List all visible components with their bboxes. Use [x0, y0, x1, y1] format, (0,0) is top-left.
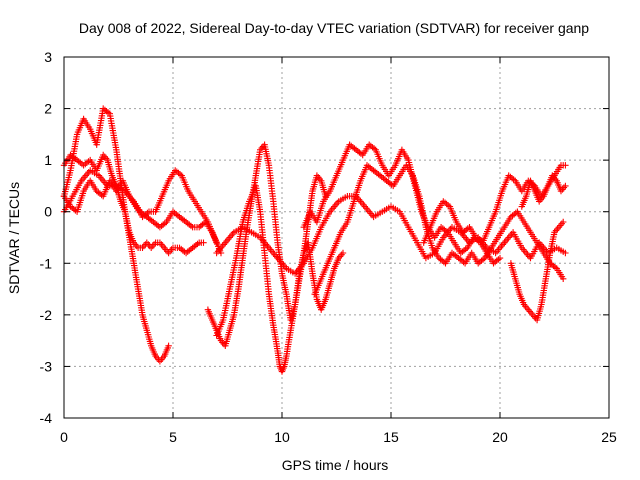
- x-tick-label: 5: [169, 429, 177, 445]
- x-tick-label: 25: [601, 429, 617, 445]
- y-tick-labels: -4 -3 -2 -1 0 1 2 3: [40, 49, 53, 426]
- grid-lines: [64, 57, 609, 418]
- plot-frame: [63, 56, 610, 419]
- series-track-10: [420, 162, 569, 246]
- x-tick-labels: 0 5 10 15 20 25: [60, 429, 617, 445]
- series-track-9: [311, 162, 567, 298]
- x-tick-label: 20: [492, 429, 508, 445]
- y-tick-label: -1: [40, 255, 53, 271]
- y-axis-label: SDTVAR / TECUs: [6, 182, 22, 294]
- data-markers: [60, 105, 569, 375]
- y-tick-label: -3: [40, 358, 53, 374]
- series-markers: [420, 162, 569, 246]
- series-track-12: [518, 172, 569, 210]
- series-markers: [311, 162, 567, 298]
- y-tick-label: 1: [44, 152, 52, 168]
- y-tick-label: 3: [44, 49, 52, 65]
- y-tick-label: -4: [40, 410, 53, 426]
- series-markers: [60, 105, 172, 365]
- series-track-11: [507, 218, 567, 324]
- series-track-7: [213, 193, 569, 277]
- x-axis-label: GPS time / hours: [282, 457, 389, 473]
- chart-title: Day 008 of 2022, Sidereal Day-to-day VTE…: [79, 20, 589, 36]
- series-track-1: [60, 105, 172, 365]
- series-markers: [518, 172, 569, 210]
- y-tick-label: 0: [44, 204, 52, 220]
- x-tick-label: 10: [274, 429, 290, 445]
- x-tick-label: 0: [60, 429, 68, 445]
- series-markers: [213, 193, 569, 277]
- y-tick-label: -2: [40, 307, 53, 323]
- series-markers: [507, 218, 567, 324]
- axis-ticks: [63, 56, 610, 419]
- y-tick-label: 2: [44, 101, 52, 117]
- x-tick-label: 15: [383, 429, 399, 445]
